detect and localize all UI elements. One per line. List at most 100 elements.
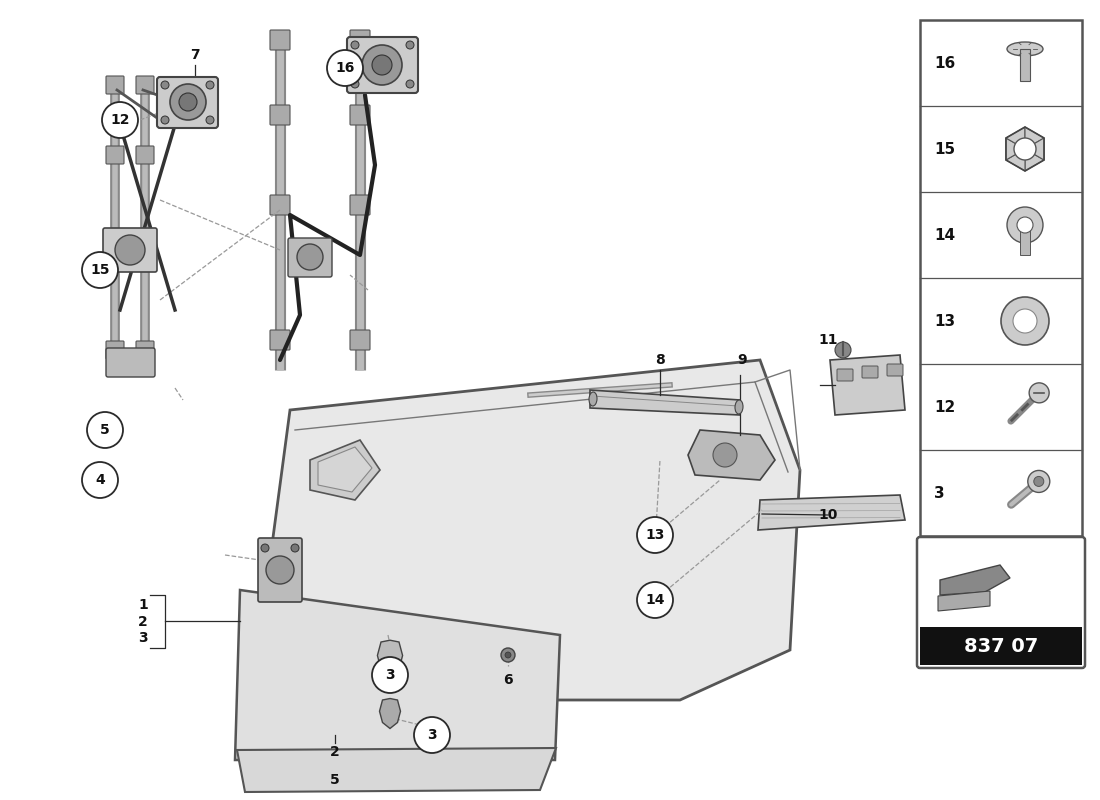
- Circle shape: [372, 55, 392, 75]
- Polygon shape: [1025, 149, 1044, 171]
- Text: 15: 15: [90, 263, 110, 277]
- FancyBboxPatch shape: [106, 348, 155, 377]
- Circle shape: [292, 544, 299, 552]
- Circle shape: [87, 412, 123, 448]
- Text: 14: 14: [646, 593, 664, 607]
- FancyBboxPatch shape: [920, 627, 1082, 665]
- Circle shape: [362, 45, 402, 85]
- Polygon shape: [235, 590, 560, 760]
- Circle shape: [327, 50, 363, 86]
- Polygon shape: [1025, 138, 1044, 160]
- FancyBboxPatch shape: [920, 20, 1082, 536]
- Circle shape: [161, 81, 169, 89]
- Circle shape: [206, 116, 214, 124]
- FancyBboxPatch shape: [136, 341, 154, 359]
- FancyBboxPatch shape: [106, 236, 124, 254]
- Circle shape: [500, 648, 515, 662]
- Circle shape: [637, 517, 673, 553]
- Text: 3: 3: [139, 631, 148, 645]
- Text: 5: 5: [330, 773, 340, 787]
- Circle shape: [1014, 138, 1036, 160]
- Polygon shape: [379, 698, 400, 729]
- Circle shape: [1027, 470, 1049, 493]
- Circle shape: [1030, 383, 1049, 403]
- Circle shape: [351, 41, 359, 49]
- Text: 7: 7: [190, 48, 200, 62]
- FancyBboxPatch shape: [1020, 49, 1030, 81]
- Circle shape: [713, 443, 737, 467]
- FancyBboxPatch shape: [270, 30, 290, 50]
- Circle shape: [179, 93, 197, 111]
- FancyBboxPatch shape: [350, 105, 370, 125]
- FancyBboxPatch shape: [1020, 225, 1030, 255]
- Circle shape: [637, 582, 673, 618]
- FancyBboxPatch shape: [270, 105, 290, 125]
- Circle shape: [116, 235, 145, 265]
- Text: 3: 3: [385, 668, 395, 682]
- Circle shape: [297, 244, 323, 270]
- Circle shape: [161, 116, 169, 124]
- Circle shape: [82, 252, 118, 288]
- Polygon shape: [758, 495, 905, 530]
- FancyBboxPatch shape: [106, 146, 124, 164]
- Polygon shape: [940, 565, 1010, 595]
- FancyBboxPatch shape: [157, 77, 218, 128]
- Circle shape: [266, 556, 294, 584]
- Text: 5: 5: [100, 423, 110, 437]
- Text: 837 07: 837 07: [964, 637, 1038, 655]
- Polygon shape: [318, 447, 372, 492]
- Circle shape: [414, 717, 450, 753]
- Polygon shape: [1025, 127, 1044, 149]
- Polygon shape: [236, 748, 556, 792]
- Text: 8: 8: [656, 353, 664, 367]
- Circle shape: [102, 102, 138, 138]
- Ellipse shape: [735, 400, 743, 414]
- Text: 10: 10: [818, 508, 838, 522]
- Polygon shape: [310, 440, 380, 500]
- FancyBboxPatch shape: [270, 330, 290, 350]
- Text: 14: 14: [934, 227, 955, 242]
- FancyBboxPatch shape: [837, 369, 852, 381]
- Polygon shape: [590, 390, 740, 415]
- Circle shape: [206, 81, 214, 89]
- Text: 16: 16: [336, 61, 354, 75]
- Circle shape: [406, 80, 414, 88]
- Ellipse shape: [588, 392, 597, 406]
- FancyBboxPatch shape: [350, 30, 370, 50]
- Text: 15: 15: [934, 142, 955, 157]
- Text: 4: 4: [95, 473, 104, 487]
- Circle shape: [406, 41, 414, 49]
- FancyBboxPatch shape: [270, 195, 290, 215]
- FancyBboxPatch shape: [106, 341, 124, 359]
- Polygon shape: [1005, 138, 1025, 160]
- Circle shape: [505, 652, 512, 658]
- Polygon shape: [938, 591, 990, 611]
- Text: 12: 12: [110, 113, 130, 127]
- FancyBboxPatch shape: [887, 364, 903, 376]
- FancyBboxPatch shape: [862, 366, 878, 378]
- Polygon shape: [270, 360, 800, 700]
- Circle shape: [351, 80, 359, 88]
- FancyBboxPatch shape: [136, 236, 154, 254]
- Polygon shape: [688, 430, 776, 480]
- Polygon shape: [830, 355, 905, 415]
- FancyBboxPatch shape: [350, 330, 370, 350]
- FancyBboxPatch shape: [103, 228, 157, 272]
- FancyBboxPatch shape: [346, 37, 418, 93]
- Circle shape: [170, 84, 206, 120]
- Text: 11: 11: [818, 333, 838, 347]
- Text: 13: 13: [646, 528, 664, 542]
- Circle shape: [1034, 477, 1044, 486]
- Circle shape: [1006, 207, 1043, 243]
- Circle shape: [1018, 217, 1033, 233]
- FancyBboxPatch shape: [136, 146, 154, 164]
- Text: 12: 12: [934, 399, 955, 414]
- Circle shape: [1013, 309, 1037, 333]
- Circle shape: [1001, 297, 1049, 345]
- Text: 1: 1: [139, 598, 148, 612]
- FancyBboxPatch shape: [917, 537, 1085, 668]
- Circle shape: [82, 462, 118, 498]
- FancyBboxPatch shape: [106, 76, 124, 94]
- Polygon shape: [1005, 149, 1025, 171]
- Polygon shape: [377, 640, 403, 676]
